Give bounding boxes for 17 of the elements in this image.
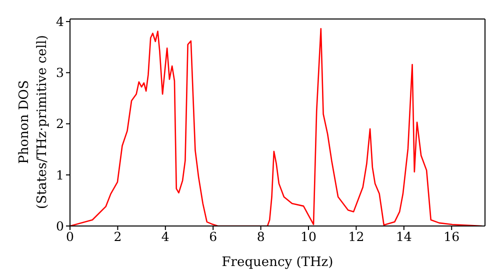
x-axis-title: Frequency (THz)	[222, 255, 334, 270]
y-tick-label: 4	[56, 14, 64, 29]
line-series	[70, 28, 483, 226]
y-tick-label: 3	[56, 65, 64, 80]
y-axis-title: Phonon DOS (States/THz·primitive cell)	[17, 34, 50, 210]
x-tick-label: 4	[161, 228, 170, 244]
y-tick-label: 1	[56, 167, 64, 182]
x-tick-label: 12	[348, 228, 364, 244]
x-tick-label: 8	[256, 228, 265, 244]
x-tick-label: 10	[300, 228, 317, 244]
x-tick-label: 0	[66, 228, 74, 244]
y-tick-label: 2	[56, 116, 64, 132]
x-tick-label: 2	[114, 228, 122, 244]
y-tick-label: 0	[56, 218, 64, 234]
x-tick-label: 16	[444, 228, 460, 244]
x-tick-label: 6	[209, 228, 218, 244]
x-tick-label: 14	[396, 228, 412, 244]
